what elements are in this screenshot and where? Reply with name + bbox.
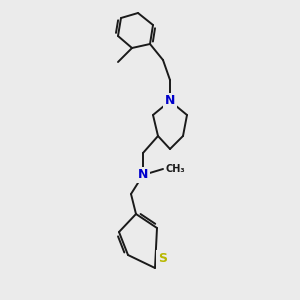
- Text: N: N: [165, 94, 175, 107]
- Text: CH₃: CH₃: [166, 164, 186, 174]
- Text: N: N: [138, 169, 148, 182]
- Text: S: S: [158, 252, 167, 265]
